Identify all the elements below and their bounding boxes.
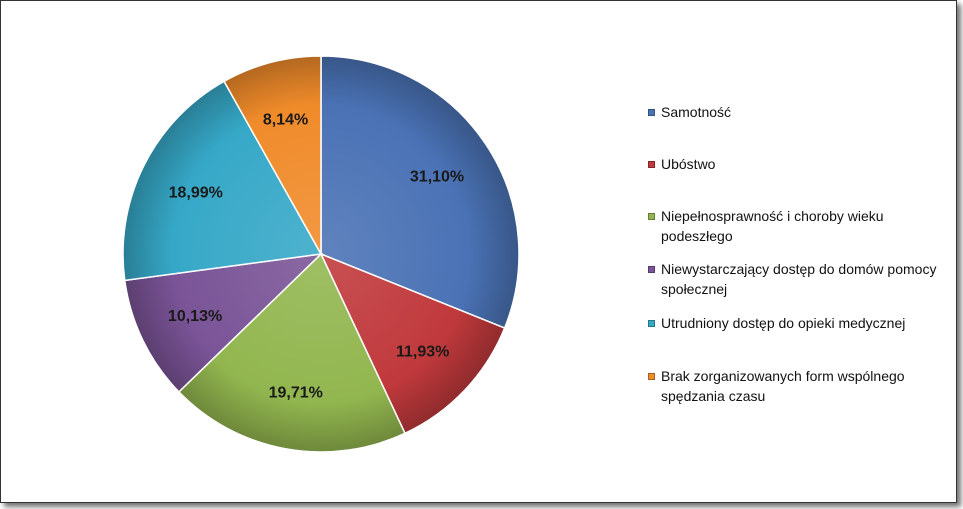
legend-item-domy-pomocy: Niewystarczający dostęp do domów pomocy … (648, 261, 948, 299)
legend-item-opieka-medyczna: Utrudniony dostęp do opieki medycznej (648, 315, 948, 333)
legend-item-ubostwo: Ubóstwo (648, 156, 948, 174)
slice-value-label: 31,10% (410, 169, 464, 186)
slice-value-label: 19,71% (269, 385, 323, 402)
legend-label: Brak zorganizowanych form wspólnego spęd… (661, 368, 905, 404)
legend-label: Utrudniony dostęp do opieki medycznej (661, 315, 906, 331)
pie-slice-opieka-medyczna (122, 80, 323, 282)
slice-value-label: 10,13% (168, 308, 222, 325)
legend-swatch (648, 161, 655, 168)
pie-slice-ubostwo (319, 252, 506, 435)
legend-item-samotnosc: Samotność (648, 104, 948, 122)
pie-slice-wspolne-spedzanie-czasu (223, 55, 322, 257)
legend-swatch (648, 109, 655, 116)
pie-slice-domy-pomocy (123, 252, 324, 393)
legend-item-niepelnosprawnosc: Niepełnosprawność i choroby wieku podesz… (648, 208, 948, 246)
slice-value-label: 8,14% (263, 112, 308, 129)
pie-slice-niepelnosprawnosc (177, 252, 406, 453)
legend-label: Niepełnosprawność i choroby wieku podesz… (661, 208, 884, 244)
legend-swatch (648, 213, 655, 220)
legend-label: Ubóstwo (661, 156, 716, 172)
legend-label: Niewystarczający dostęp do domów pomocy … (661, 261, 937, 297)
legend-label: Samotność (661, 104, 732, 120)
legend-item-wspolne-spedzanie-czasu: Brak zorganizowanych form wspólnego spęd… (648, 368, 948, 406)
legend-swatch (648, 320, 655, 327)
legend-swatch (648, 266, 655, 273)
slice-value-label: 11,93% (396, 343, 449, 360)
pie-slice-samotnosc (320, 55, 520, 330)
slice-value-label: 18,99% (169, 185, 223, 202)
legend-swatch (648, 373, 655, 380)
